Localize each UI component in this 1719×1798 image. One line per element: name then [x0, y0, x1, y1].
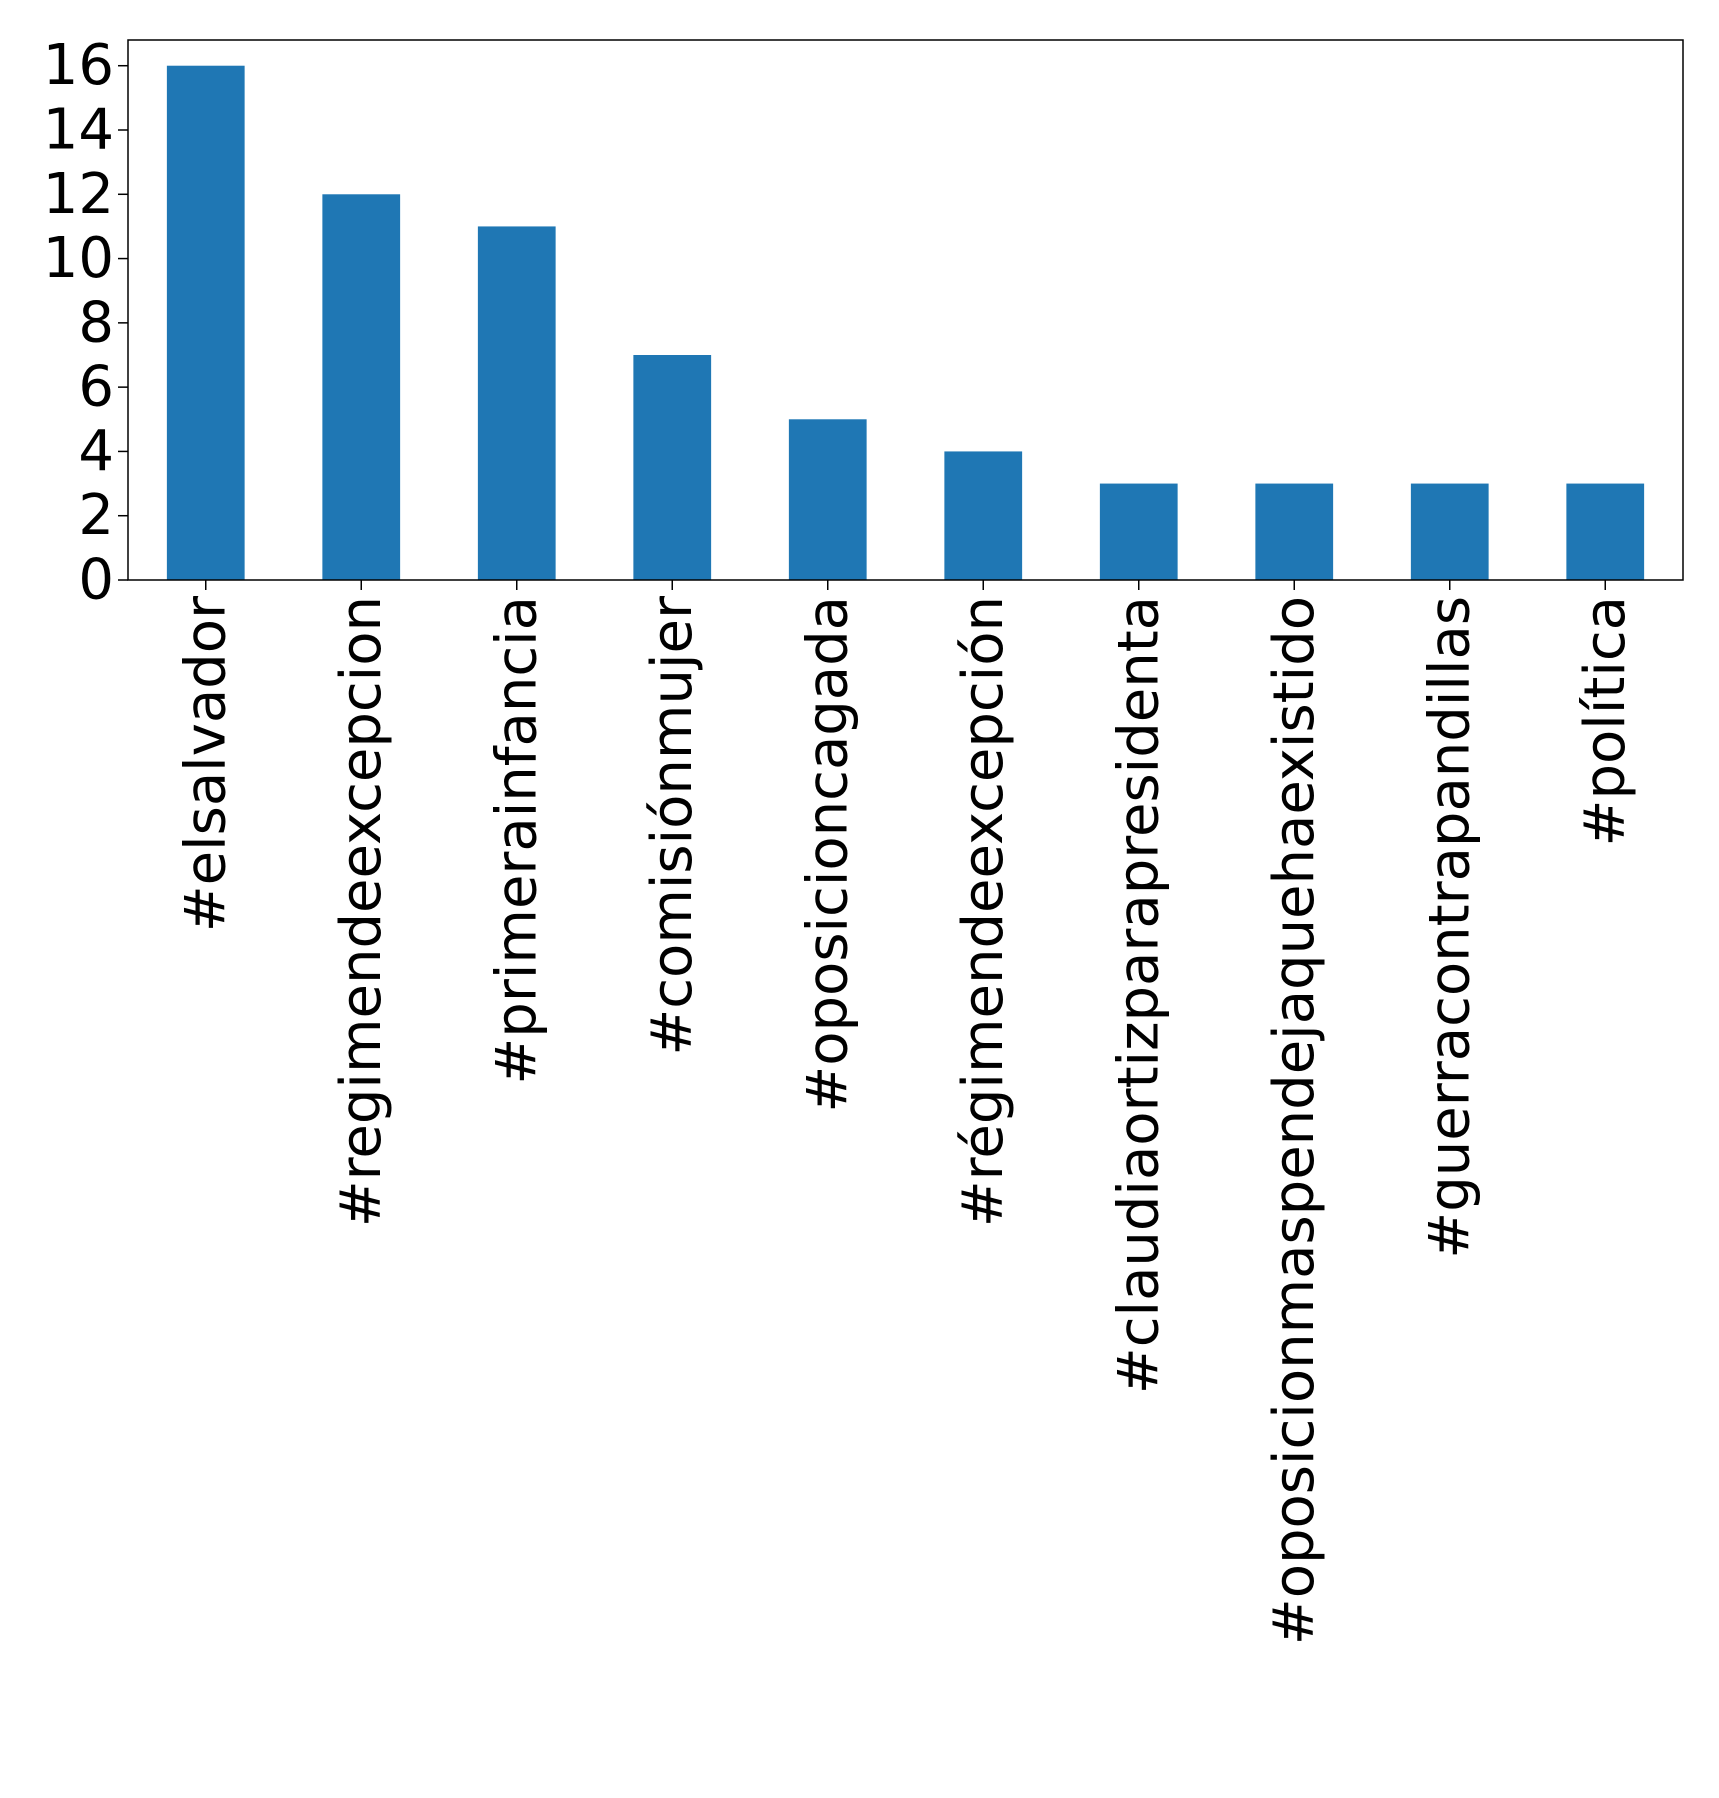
y-tick-label: 16 — [43, 33, 114, 98]
y-tick-label: 0 — [78, 548, 114, 613]
y-tick-label: 8 — [78, 290, 114, 355]
x-tick-label: #guerracontrapandillas — [1417, 596, 1482, 1259]
y-tick-label: 12 — [43, 162, 114, 227]
x-tick-label: #oposicionmaspendejaquehaexistido — [1262, 596, 1327, 1645]
y-tick-label: 6 — [78, 355, 114, 420]
bar-4 — [788, 419, 867, 580]
x-tick-label: #régimendeexcepción — [951, 596, 1016, 1227]
bar-2 — [477, 226, 556, 580]
x-tick-label: #regimendeexcepcion — [329, 596, 394, 1227]
bar-7 — [1255, 483, 1334, 580]
bar-9 — [1566, 483, 1645, 580]
x-tick-label: #política — [1573, 596, 1638, 846]
bar-1 — [322, 194, 401, 581]
y-tick-label: 2 — [78, 483, 114, 548]
x-tick-label: #oposicioncagada — [795, 596, 860, 1113]
bars — [166, 65, 1645, 581]
bar-3 — [633, 355, 712, 580]
bar-8 — [1410, 483, 1489, 580]
x-axis: #elsalvador #regimendeexcepcion #primerain… — [173, 580, 1638, 1645]
y-tick-label: 10 — [43, 226, 114, 291]
x-tick-label: #comisiónmujer — [640, 595, 705, 1056]
x-tick-label: #claudiaortizparapresidenta — [1106, 596, 1171, 1394]
plot-frame — [127, 39, 1684, 581]
x-tick-label: #primerainfancia — [484, 596, 549, 1085]
x-tick-label: #elsalvador — [173, 595, 238, 932]
bar-5 — [944, 451, 1023, 580]
y-tick-label: 14 — [43, 98, 114, 163]
y-tick-label: 4 — [78, 419, 114, 484]
bar-0 — [166, 65, 245, 580]
bar-6 — [1099, 483, 1178, 580]
